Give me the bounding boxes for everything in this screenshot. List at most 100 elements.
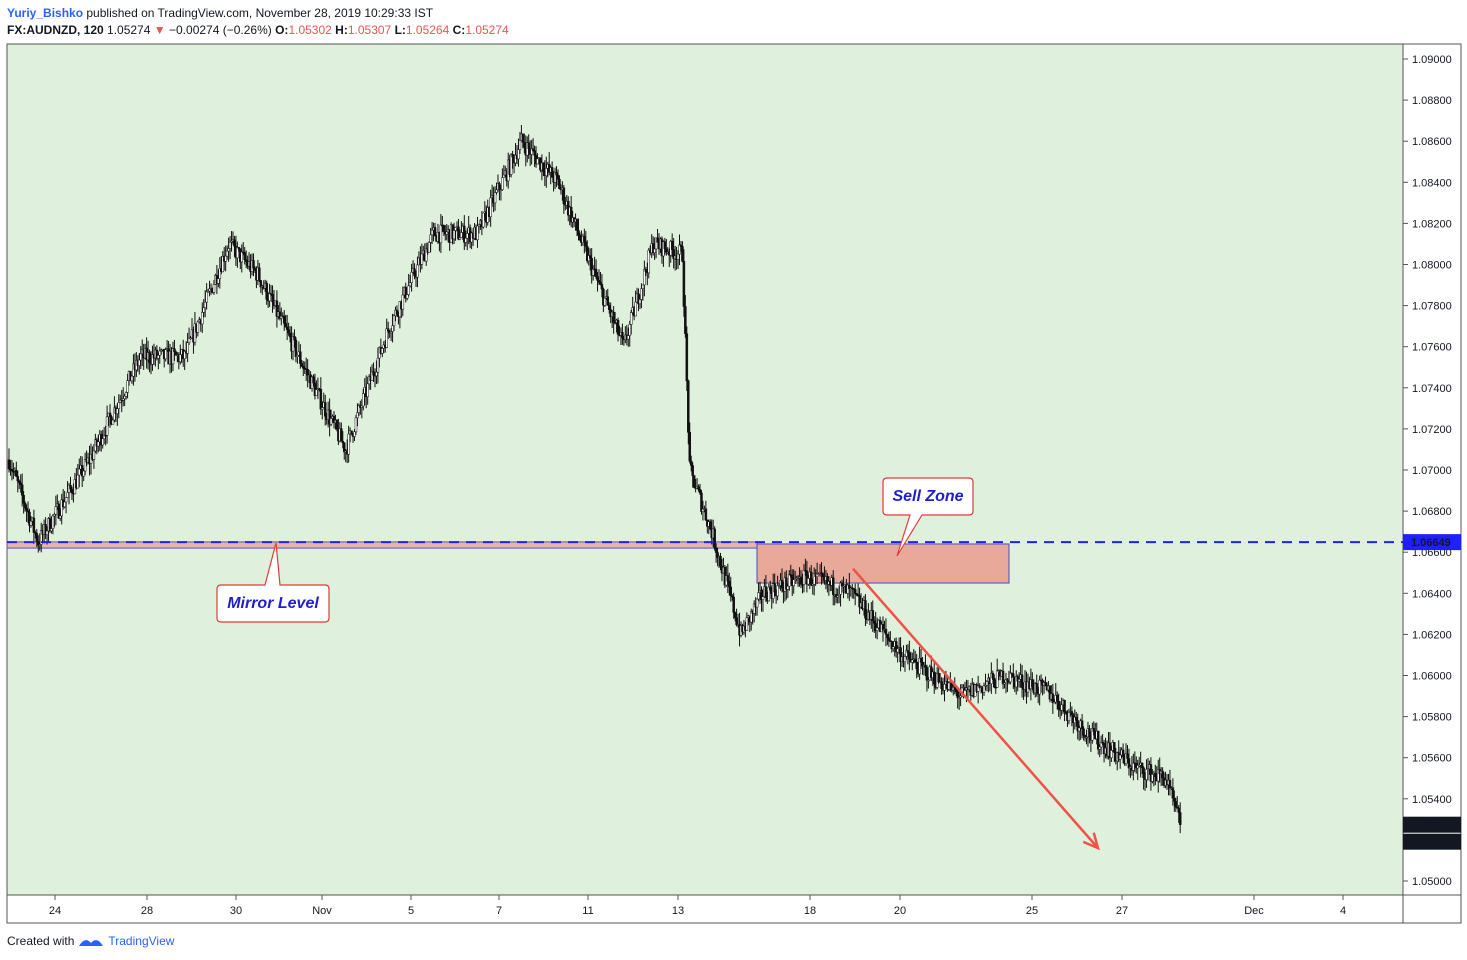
- sell-zone: [756, 543, 1010, 584]
- candle-body: [1154, 773, 1157, 778]
- candle-body: [501, 177, 504, 190]
- candle-body: [621, 332, 624, 338]
- y-tick-labels: 1.09000 1.08800 1.08600 1.08400 1.08200 1.080…: [1403, 54, 1452, 888]
- candle-body: [265, 282, 268, 300]
- candle-body: [985, 681, 989, 686]
- x-tick-label: 27: [1116, 905, 1128, 917]
- candle-body: [927, 679, 930, 682]
- candle-body: [1031, 679, 1034, 688]
- candle-body: [906, 650, 910, 654]
- x-tick-label: 4: [1340, 905, 1346, 917]
- candle-body: [495, 189, 498, 193]
- tradingview-link[interactable]: TradingView: [108, 934, 175, 948]
- y-tick-label: 1.06000: [1412, 671, 1452, 683]
- x-tick-labels: 24 28 30 Nov 5 7 11 13 18 20 25 27 Dec 4: [49, 895, 1346, 917]
- y-tick-label: 1.08800: [1412, 95, 1452, 107]
- candle-body: [54, 506, 58, 515]
- candle-body: [323, 402, 327, 417]
- symbol-label[interactable]: FX:AUDNZD, 120: [7, 23, 104, 37]
- candle-body: [799, 576, 803, 585]
- candle-body: [654, 237, 658, 250]
- down-arrow-icon: ▼: [153, 23, 166, 37]
- candle-body: [887, 637, 891, 641]
- candle-body: [376, 357, 380, 373]
- candle-body: [288, 332, 292, 338]
- candle-body: [577, 230, 580, 236]
- candle-body: [408, 282, 412, 287]
- candle-body: [285, 326, 289, 330]
- candle-body: [745, 617, 749, 631]
- candle-body: [1178, 812, 1182, 825]
- candle-body: [353, 431, 356, 437]
- candle-body: [1001, 670, 1005, 685]
- candle-body: [130, 375, 134, 382]
- price-axis[interactable]: [1402, 43, 1462, 896]
- candle-body: [464, 237, 468, 243]
- candle-body: [498, 183, 501, 191]
- candle-body: [681, 246, 684, 262]
- time-axis[interactable]: [6, 894, 1404, 924]
- x-tick-label: 28: [141, 905, 153, 917]
- candle-body: [20, 484, 24, 496]
- candle-body: [644, 269, 648, 272]
- candle-body: [550, 167, 554, 178]
- candle-body: [1145, 768, 1148, 780]
- candle-body: [954, 689, 958, 693]
- candle-body: [66, 492, 69, 498]
- candle-body: [634, 301, 637, 317]
- last-price: 1.05274: [107, 23, 151, 37]
- ohlc-line: FX:AUDNZD, 120 1.05274 ▼ −0.00274 (−0.26…: [7, 22, 509, 39]
- candle-body: [767, 586, 771, 602]
- candle-body: [1126, 753, 1129, 759]
- candle-body: [892, 646, 895, 650]
- candle-body: [173, 348, 176, 353]
- candle-body: [647, 249, 651, 274]
- candle-body: [913, 658, 917, 663]
- zones: [6, 541, 1010, 584]
- candle-body: [300, 363, 304, 367]
- plot-background[interactable]: [6, 43, 1404, 896]
- candle-body: [416, 264, 419, 278]
- candle-body: [1077, 727, 1081, 732]
- candle-body: [410, 271, 413, 283]
- candle-body: [124, 392, 128, 397]
- candle-body: [875, 627, 879, 631]
- candle-body: [186, 342, 189, 354]
- candle-body: [17, 480, 21, 484]
- candle-body: [293, 336, 296, 341]
- price-chart[interactable]: 1.09000 1.08800 1.08600 1.08400 1.08200 1.080…: [0, 0, 1467, 930]
- candle-body: [764, 586, 768, 598]
- candle-body: [521, 133, 525, 143]
- candle-body: [802, 570, 806, 585]
- author-link[interactable]: Yuriy_Bishko: [7, 6, 84, 20]
- price-change: −0.00274 (−0.26%): [169, 23, 272, 37]
- candle-body: [761, 596, 765, 600]
- y-tick-label: 1.07600: [1412, 342, 1452, 354]
- candle-body: [111, 419, 115, 425]
- x-tick-label: 20: [894, 905, 906, 917]
- candle-body: [757, 592, 760, 600]
- y-tick-label: 1.06400: [1412, 588, 1452, 600]
- candle-body: [627, 335, 630, 340]
- candle-body: [126, 380, 129, 393]
- candle-body: [716, 552, 719, 558]
- high-label: H:: [335, 23, 348, 37]
- candle-body: [704, 508, 708, 521]
- y-tick-label: 1.09000: [1412, 54, 1452, 66]
- publish-text: published on TradingView.com, November 2…: [86, 6, 434, 20]
- candle-body: [117, 402, 121, 409]
- candle-body: [372, 371, 375, 376]
- candle-body: [884, 628, 888, 635]
- candle-body: [555, 172, 558, 176]
- low-label: L:: [394, 23, 406, 37]
- trend-arrow-line: [852, 567, 1099, 849]
- candle-body: [588, 255, 592, 259]
- candle-body: [786, 585, 790, 590]
- candle-body: [709, 521, 712, 530]
- candle-body: [663, 241, 667, 250]
- low-value: 1.05264: [405, 23, 450, 37]
- y-tick-label: 1.07400: [1412, 383, 1452, 395]
- y-tick-label: 1.05000: [1412, 876, 1452, 888]
- y-tick-label: 1.05400: [1412, 794, 1452, 806]
- candle-body: [640, 288, 643, 300]
